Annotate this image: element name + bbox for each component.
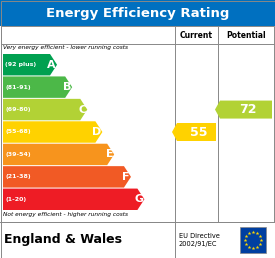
Text: Energy Efficiency Rating: Energy Efficiency Rating (46, 6, 229, 20)
Text: Not energy efficient - higher running costs: Not energy efficient - higher running co… (3, 212, 128, 217)
Polygon shape (3, 121, 102, 143)
Polygon shape (3, 99, 87, 120)
Bar (0, 0, 275, 26)
Text: (55-68): (55-68) (5, 130, 31, 134)
Text: E: E (106, 149, 113, 159)
Text: (81-91): (81-91) (5, 85, 31, 90)
Text: England & Wales: England & Wales (4, 233, 122, 246)
Text: Very energy efficient - lower running costs: Very energy efficient - lower running co… (3, 45, 128, 50)
Text: 72: 72 (239, 103, 257, 116)
Text: G: G (134, 194, 143, 204)
Text: Current: Current (180, 30, 213, 39)
Polygon shape (3, 54, 57, 75)
Polygon shape (3, 166, 131, 188)
Text: (1-20): (1-20) (5, 197, 26, 202)
Text: Potential: Potential (226, 30, 266, 39)
Text: A: A (47, 60, 56, 70)
Text: B: B (63, 82, 71, 92)
Text: (69-80): (69-80) (5, 107, 31, 112)
Polygon shape (172, 123, 216, 141)
Text: (21-38): (21-38) (5, 174, 31, 179)
Text: (39-54): (39-54) (5, 152, 31, 157)
Text: EU Directive
2002/91/EC: EU Directive 2002/91/EC (179, 233, 220, 247)
Polygon shape (3, 76, 72, 98)
Polygon shape (215, 101, 272, 119)
Text: (92 plus): (92 plus) (5, 62, 36, 67)
Text: C: C (78, 104, 86, 115)
Text: 55: 55 (190, 125, 207, 139)
Polygon shape (3, 189, 144, 210)
Bar (1, 26, 274, 222)
Text: D: D (92, 127, 101, 137)
Polygon shape (3, 144, 114, 165)
Text: F: F (122, 172, 130, 182)
Bar (240, 227, 266, 253)
